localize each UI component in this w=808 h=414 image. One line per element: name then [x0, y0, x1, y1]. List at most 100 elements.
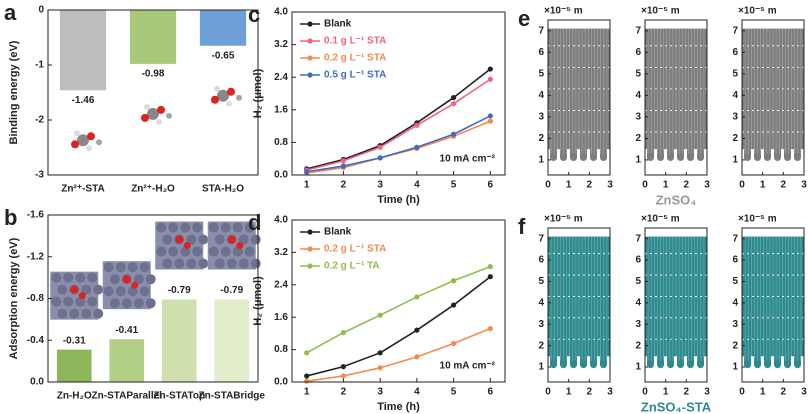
- deposit-tip: [570, 147, 577, 162]
- unit-label: ×10⁻⁵ m: [544, 214, 583, 225]
- y-tick-label: 2: [538, 133, 544, 144]
- deposit-tip: [744, 147, 751, 162]
- y-tick-label: 4: [732, 90, 738, 101]
- plot-frame: [741, 227, 805, 383]
- y-tick-label: 3: [538, 112, 544, 123]
- atom: [214, 234, 225, 245]
- point: [450, 94, 457, 101]
- value-label: -0.41: [115, 325, 138, 336]
- field-image: [742, 236, 804, 369]
- point: [377, 350, 383, 356]
- point: [450, 340, 457, 347]
- atom: [214, 85, 220, 92]
- atom: [156, 246, 167, 257]
- point: [487, 113, 493, 119]
- deposit-tip: [784, 147, 791, 162]
- x-tick-label: 3: [377, 387, 383, 398]
- atom: [103, 286, 114, 297]
- caption: ZnSO₄-STA: [641, 399, 712, 414]
- y-tick-label: 5: [732, 276, 738, 287]
- x-tick-label: 2: [587, 180, 593, 191]
- value-label: -0.31: [63, 335, 86, 346]
- y-tick-label: 5: [635, 276, 641, 287]
- deposit-tip: [774, 354, 781, 369]
- x-tick-label: 3: [377, 180, 383, 191]
- atom: [232, 222, 243, 233]
- legend-marker: [307, 21, 313, 27]
- atom: [78, 292, 86, 300]
- atom: [232, 246, 243, 257]
- y-tick-label: 7: [538, 233, 544, 244]
- y-tick-label: -0.4: [27, 335, 45, 346]
- y-tick-label: 4: [538, 298, 544, 309]
- point: [414, 144, 420, 150]
- atom: [127, 262, 138, 273]
- legend-marker: [307, 38, 313, 44]
- atom: [175, 235, 184, 244]
- y-tick-label: 7: [732, 25, 738, 36]
- atom: [186, 234, 197, 245]
- y-tick-label: 0.0: [274, 377, 288, 388]
- atom: [214, 258, 225, 269]
- atom: [115, 262, 126, 273]
- legend-label: 0.2 g L⁻¹ TA: [324, 261, 380, 272]
- deposit-tip: [647, 354, 654, 369]
- y-tick-label: 2.4: [274, 279, 288, 290]
- plot-frame: [644, 227, 708, 383]
- atom: [236, 94, 242, 101]
- y-tick-label: 6: [635, 255, 641, 266]
- atom: [133, 274, 144, 285]
- x-tick-label: 2: [781, 387, 787, 398]
- y-tick-label: 4: [635, 90, 641, 101]
- legend-marker: [307, 263, 313, 269]
- atom: [133, 298, 144, 309]
- x-tick-label: 2: [341, 180, 347, 191]
- x-tick-label: 1: [304, 180, 310, 191]
- atom: [93, 284, 104, 295]
- structure-image: [50, 271, 104, 320]
- deposit-tip: [677, 147, 684, 162]
- legend-label: 0.2 g L⁻¹ STA: [324, 53, 386, 64]
- y-tick-label: 6: [635, 47, 641, 58]
- series-line: [306, 68, 491, 170]
- deposit-tip: [754, 147, 761, 162]
- deposit-tip: [657, 354, 664, 369]
- deposit-tip: [580, 354, 587, 369]
- series-line: [306, 115, 491, 173]
- x-tick-label: 0: [642, 180, 648, 191]
- y-tick-label: -1: [35, 60, 44, 71]
- atom: [180, 222, 191, 233]
- x-tick-label: 0: [739, 387, 745, 398]
- y-tick-label: 7: [635, 233, 641, 244]
- x-tick-label: 4: [414, 387, 420, 398]
- unit-label: ×10⁻⁵ m: [641, 214, 680, 225]
- field-image: [742, 28, 804, 162]
- deposit-tip: [677, 354, 684, 369]
- atom: [77, 134, 89, 147]
- y-tick-label: 4.0: [274, 7, 288, 18]
- atom: [131, 281, 139, 289]
- point: [450, 278, 457, 284]
- deposit-tip: [667, 147, 674, 162]
- deposit-tip: [560, 354, 567, 369]
- x-tick-label: 3: [704, 387, 710, 398]
- atom: [87, 272, 98, 283]
- y-tick-label: 4: [538, 90, 544, 101]
- field-image: [548, 28, 610, 162]
- series-line: [306, 78, 491, 171]
- legend-marker: [307, 229, 313, 235]
- point: [340, 329, 347, 336]
- bar: [199, 10, 247, 46]
- y-axis-label: Binding energy (eV): [8, 40, 20, 144]
- point: [340, 364, 347, 370]
- y-tick-label: 1.6: [274, 104, 288, 115]
- x-tick-label: 1: [663, 180, 669, 191]
- x-tick-label: Zn-STAParallel: [92, 391, 163, 402]
- y-tick-label: 5: [732, 68, 738, 79]
- structure-image: [102, 261, 156, 310]
- deposit-tip: [774, 147, 781, 162]
- atom: [198, 234, 209, 245]
- y-tick-label: 6: [538, 255, 544, 266]
- deposit-tip: [764, 354, 771, 369]
- point: [340, 163, 347, 169]
